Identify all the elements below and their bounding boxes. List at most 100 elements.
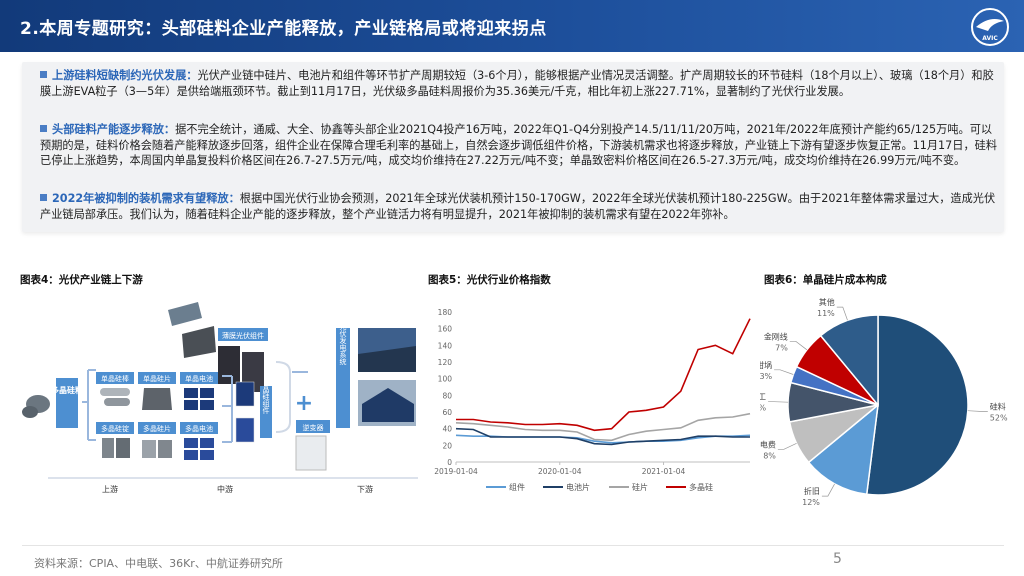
figure-6-title: 图表6：单晶硅片成本构成 — [764, 274, 887, 286]
x-tick-label: 2021-01-04 — [642, 467, 686, 476]
slice-value-label: 3% — [760, 372, 773, 381]
plus-sign: + — [295, 391, 313, 416]
mono-wafer-box — [138, 372, 176, 384]
summary-body: 根据中国光伏行业协会预测，2021年全球光伏装机预计150-170GW，2022… — [40, 192, 996, 221]
footer-divider — [22, 545, 1004, 546]
slice-label: 硅料 — [990, 402, 1006, 412]
logo-text: AVIC — [982, 35, 998, 42]
bullet-icon — [40, 194, 47, 201]
pie-slice — [865, 314, 969, 496]
solar-farm-icon — [358, 328, 416, 372]
mono-cell-box — [180, 372, 218, 384]
rooftop-solar-icon — [358, 380, 416, 426]
summary-heading: 头部硅料产能逐步释放： — [52, 123, 176, 136]
multi-cell-label: 多晶电池 — [185, 424, 213, 433]
y-tick-label: 160 — [438, 325, 453, 334]
inverter-box — [296, 420, 330, 433]
multi-ingot-icon — [102, 438, 130, 458]
mono-rod-icon — [100, 388, 130, 406]
series-line — [455, 412, 751, 442]
crystal-module-box — [260, 386, 272, 438]
summary-paragraph-3: 2022年被抑制的装机需求有望释放：根据中国光伏行业协会预测，2021年全球光伏… — [40, 191, 1000, 222]
slice-value-label: 8% — [763, 451, 776, 460]
pie-slice — [807, 403, 879, 496]
leader-line — [768, 401, 789, 403]
y-tick-label: 120 — [438, 358, 453, 367]
slice-value-label: 11% — [817, 309, 835, 318]
slice-label: 其他 — [819, 297, 835, 307]
slice-label: 折旧 — [804, 486, 820, 496]
slice-label: 金刚线 — [764, 331, 788, 341]
mono-rod-box — [96, 372, 134, 384]
crystal-module-label: 晶硅组件 — [262, 386, 270, 415]
leader-line — [967, 410, 988, 412]
crystal-module-icon — [235, 381, 255, 443]
legend-label: 电池片 — [566, 482, 590, 492]
bullet-icon — [40, 125, 47, 132]
x-tick-label: 2020-01-04 — [538, 467, 582, 476]
slice-value-label: 7% — [760, 404, 766, 413]
mono-cell-label: 单晶电池 — [185, 374, 213, 383]
legend-label: 组件 — [509, 482, 525, 492]
slice-label: 电费 — [760, 439, 776, 449]
slice-value-label: 12% — [802, 498, 820, 507]
y-tick-label: 180 — [438, 308, 453, 317]
leader-line — [821, 483, 835, 497]
poly-box — [56, 378, 78, 428]
avic-logo-icon: AVIC — [971, 8, 1009, 46]
multi-ingot-label: 多晶硅锭 — [101, 424, 129, 433]
mono-wafer-icon — [142, 388, 172, 410]
summary-box: 上游硅料短缺制约光伏发展：光伏产业链中硅片、电池片和组件等环节扩产周期较短（3-… — [22, 62, 1004, 232]
y-tick-label: 60 — [442, 408, 452, 417]
series-line — [455, 427, 750, 446]
summary-paragraph-2: 头部硅料产能逐步释放：据不完全统计，通威、大全、协鑫等头部企业2021Q4投产1… — [40, 122, 1000, 169]
multi-wafer-icon — [142, 440, 172, 458]
stage-upstream: 上游 — [102, 484, 118, 494]
slice-label: 人工 — [760, 393, 766, 402]
leader-line — [777, 442, 797, 450]
summary-heading: 上游硅料短缺制约光伏发展： — [52, 69, 198, 82]
mono-rod-label: 单晶硅棒 — [101, 374, 129, 383]
series-line — [456, 318, 751, 432]
slice-value-label: 52% — [990, 414, 1008, 423]
price-index-line-chart: 0 20 40 60 80 100 120 140 160 180 2019-01-04 2020-0… — [434, 308, 751, 492]
y-tick-label: 20 — [442, 441, 452, 450]
poly-silicon-raw-icon — [22, 395, 50, 418]
y-tick-label: 140 — [438, 341, 453, 350]
poly-label: 多晶硅料 — [51, 385, 83, 395]
multi-cell-icon — [184, 438, 214, 460]
page-number: 5 — [833, 551, 842, 567]
x-tick-label: 2019-01-04 — [434, 467, 478, 476]
stage-downstream: 下游 — [357, 484, 373, 494]
thin-film-box — [218, 328, 268, 341]
source-note: 资料来源：CPIA、中电联、36Kr、中航证券研究所 — [34, 557, 283, 570]
leader-line — [774, 369, 794, 375]
summary-heading: 2022年被抑制的装机需求有望释放： — [52, 192, 240, 205]
slice-value-label: 7% — [775, 343, 788, 352]
mono-wafer-label: 单晶硅片 — [143, 374, 171, 383]
thin-film-label: 薄膜光伏组件 — [222, 331, 264, 340]
inverter-icon — [295, 435, 327, 471]
mono-cell-icon — [184, 388, 214, 410]
stage-midstream: 中游 — [217, 484, 233, 494]
figure-4-title: 图表4：光伏产业链上下游 — [20, 274, 143, 286]
legend-label: 硅片 — [632, 482, 648, 492]
bullet-icon — [40, 71, 47, 78]
pv-system-box — [336, 328, 350, 428]
page-title: 2.本周专题研究：头部硅料企业产能释放，产业链格局或将迎来拐点 — [20, 19, 547, 39]
industry-chain-diagram: 多晶硅料 单晶硅棒 单晶硅片 单晶电池 多晶硅锭 多晶硅片 多晶电池 薄膜光伏组… — [20, 292, 420, 497]
pv-system-label: 光伏发电系统 — [339, 322, 347, 366]
summary-body: 光伏产业链中硅片、电池片和组件等环节扩产周期较短（3-6个月），能够根据产业情况… — [40, 69, 994, 98]
slice-label: 坩埚 — [760, 360, 772, 370]
summary-paragraph-1: 上游硅料短缺制约光伏发展：光伏产业链中硅片、电池片和组件等环节扩产周期较短（3-… — [40, 68, 1000, 99]
inverter-label: 逆变器 — [303, 423, 324, 432]
multi-wafer-box — [138, 422, 176, 434]
multi-wafer-label: 多晶硅片 — [143, 424, 171, 433]
y-tick-label: 100 — [438, 375, 453, 384]
leader-line — [836, 306, 848, 321]
header-bar: 2.本周专题研究：头部硅料企业产能释放，产业链格局或将迎来拐点 AVIC — [0, 0, 1024, 52]
thin-film-panel-icon — [168, 302, 216, 358]
y-tick-label: 0 — [447, 458, 452, 467]
summary-body: 据不完全统计，通威、大全、协鑫等头部企业2021Q4投产16万吨，2022年Q1… — [40, 123, 998, 168]
